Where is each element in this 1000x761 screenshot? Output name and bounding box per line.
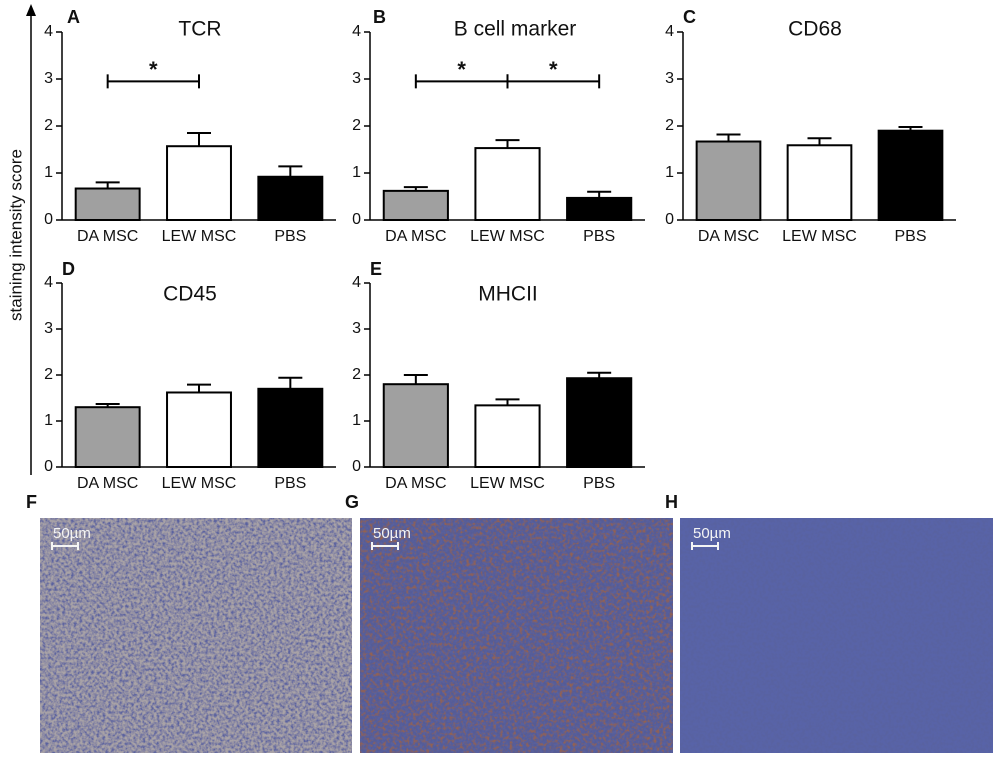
- y-tick-label: 4: [665, 23, 674, 40]
- y-tick-label: 2: [44, 366, 53, 383]
- y-tick-label: 1: [44, 164, 53, 181]
- y-tick-label: 1: [352, 164, 361, 181]
- x-tick-label: PBS: [274, 228, 306, 245]
- bar: [566, 196, 633, 222]
- bar: [877, 129, 944, 221]
- x-tick-label: PBS: [274, 475, 306, 492]
- y-tick-label: 4: [352, 23, 361, 40]
- bar: [474, 147, 541, 221]
- bar: [695, 140, 762, 221]
- significance-label: *: [549, 57, 558, 82]
- chart-title: CD68: [788, 18, 842, 41]
- bar: [74, 187, 141, 221]
- x-tick-label: LEW MSC: [162, 475, 237, 492]
- panel-letter: G: [345, 492, 359, 512]
- x-tick-label: DA MSC: [698, 228, 759, 245]
- panel-letter: C: [683, 7, 696, 27]
- panel-letter: B: [373, 7, 386, 27]
- y-tick-label: 4: [44, 274, 53, 291]
- x-tick-label: LEW MSC: [470, 475, 545, 492]
- x-tick-label: PBS: [583, 475, 615, 492]
- significance-label: *: [457, 57, 466, 82]
- bar: [166, 145, 232, 222]
- x-tick-label: DA MSC: [385, 475, 446, 492]
- arrow-head: [26, 4, 36, 16]
- significance-label: *: [149, 57, 158, 82]
- y-tick-label: 0: [352, 458, 361, 475]
- y-tick-label: 3: [352, 320, 361, 337]
- scale-label: 50µm: [693, 525, 731, 542]
- x-tick-label: DA MSC: [77, 228, 138, 245]
- bar: [382, 189, 449, 221]
- micrographs: [40, 518, 993, 753]
- bar: [257, 387, 324, 468]
- y-tick-label: 0: [44, 458, 53, 475]
- scale-label: 50µm: [53, 525, 91, 542]
- micrograph: [40, 518, 352, 753]
- panel-letter: H: [665, 492, 678, 512]
- panel-letter: F: [26, 492, 37, 512]
- bar: [166, 391, 232, 469]
- chart-title: CD45: [163, 283, 217, 306]
- y-tick-label: 2: [352, 117, 361, 134]
- y-tick-label: 0: [665, 211, 674, 228]
- bar: [786, 144, 853, 222]
- y-tick-label: 0: [352, 211, 361, 228]
- y-tick-label: 3: [665, 70, 674, 87]
- panel-letter: E: [370, 259, 382, 279]
- y-tick-label: 2: [44, 117, 53, 134]
- x-tick-label: LEW MSC: [470, 228, 545, 245]
- y-tick-label: 4: [44, 23, 53, 40]
- y-tick-label: 1: [352, 412, 361, 429]
- y-tick-label: 3: [352, 70, 361, 87]
- x-tick-label: PBS: [583, 228, 615, 245]
- y-tick-label: 3: [44, 70, 53, 87]
- chart-title: MHCII: [478, 283, 538, 306]
- y-tick-label: 2: [665, 117, 674, 134]
- bar: [74, 406, 141, 469]
- x-tick-label: LEW MSC: [782, 228, 857, 245]
- micrograph: [360, 518, 673, 753]
- panel-letter: D: [62, 259, 75, 279]
- bar: [382, 383, 449, 469]
- x-tick-label: PBS: [894, 228, 926, 245]
- chart-title: B cell marker: [454, 18, 577, 41]
- bar: [257, 175, 324, 221]
- y-tick-label: 4: [352, 274, 361, 291]
- chart-title: TCR: [178, 18, 221, 41]
- y-tick-label: 3: [44, 320, 53, 337]
- x-tick-label: DA MSC: [77, 475, 138, 492]
- x-tick-label: LEW MSC: [162, 228, 237, 245]
- y-tick-label: 0: [44, 211, 53, 228]
- y-tick-label: 2: [352, 366, 361, 383]
- x-tick-label: DA MSC: [385, 228, 446, 245]
- y-tick-label: 1: [44, 412, 53, 429]
- y-tick-label: 1: [665, 164, 674, 181]
- scale-label: 50µm: [373, 525, 411, 542]
- micrograph: [680, 518, 993, 753]
- bar: [474, 404, 541, 468]
- y-axis-label: staining intensity score: [6, 149, 25, 321]
- panel-letter: A: [67, 7, 80, 27]
- bar: [566, 377, 633, 468]
